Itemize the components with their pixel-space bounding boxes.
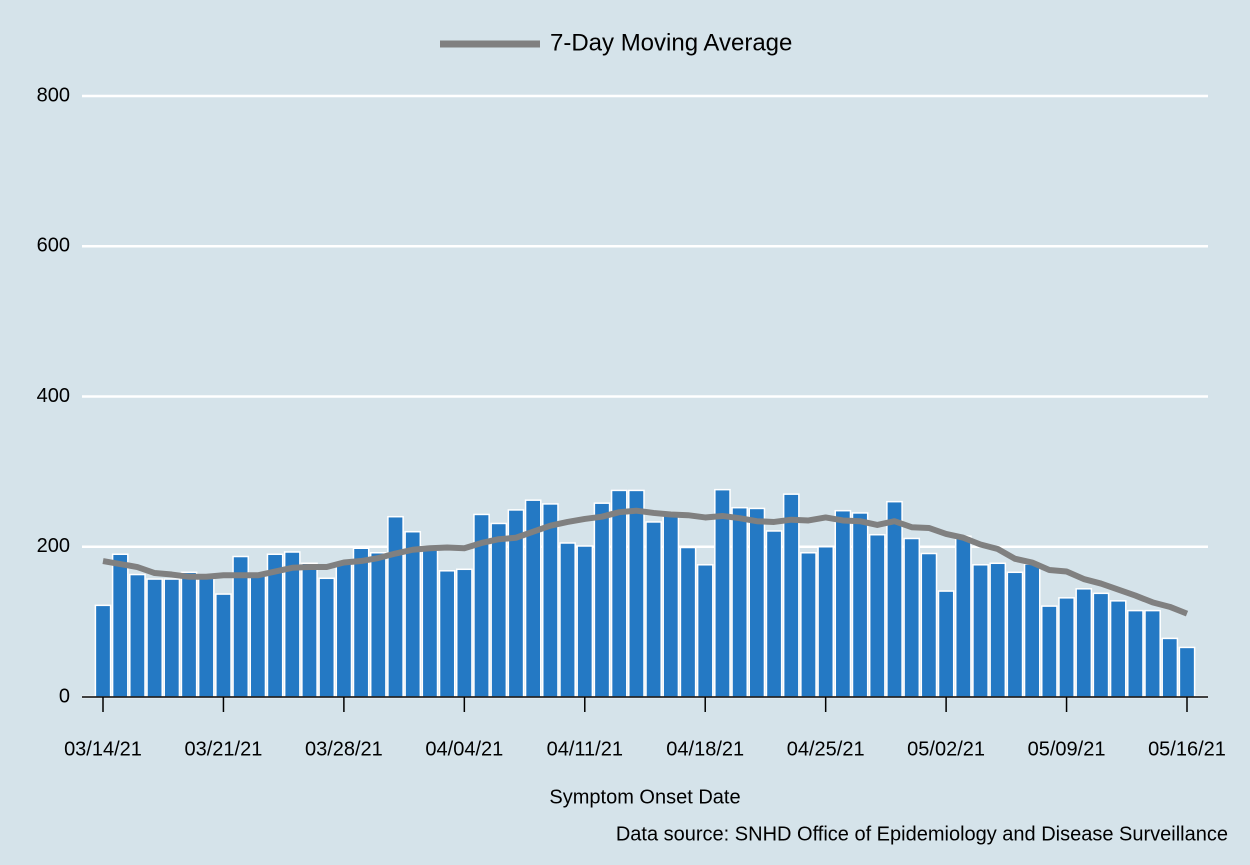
bar bbox=[748, 507, 766, 698]
bar bbox=[1023, 563, 1041, 698]
bar bbox=[197, 577, 215, 698]
bar bbox=[679, 546, 697, 698]
bar bbox=[301, 562, 318, 698]
x-tick-label: 05/02/21 bbox=[907, 738, 985, 760]
bar bbox=[111, 553, 129, 698]
bar bbox=[903, 537, 921, 698]
bar bbox=[989, 562, 1007, 698]
bar bbox=[662, 513, 680, 698]
bar bbox=[163, 578, 181, 698]
bar bbox=[1006, 571, 1024, 698]
bar bbox=[972, 564, 989, 698]
x-tick-label: 04/04/21 bbox=[425, 738, 503, 760]
bar bbox=[249, 574, 267, 698]
bar bbox=[559, 542, 576, 698]
bar bbox=[834, 509, 852, 698]
bar bbox=[1075, 588, 1093, 698]
bar bbox=[318, 577, 336, 698]
bar bbox=[438, 570, 456, 698]
bar bbox=[1109, 600, 1127, 698]
x-tick-label: 04/25/21 bbox=[787, 738, 865, 760]
source-note: Data source: SNHD Office of Epidemiology… bbox=[616, 823, 1228, 845]
bar bbox=[765, 530, 783, 698]
bar bbox=[1161, 637, 1179, 698]
bar bbox=[94, 604, 112, 698]
bar bbox=[1058, 597, 1075, 698]
bar bbox=[610, 489, 628, 698]
bar bbox=[215, 593, 232, 698]
bar bbox=[146, 578, 163, 698]
bar bbox=[1092, 592, 1110, 698]
bar bbox=[490, 522, 508, 698]
x-tick-label: 05/16/21 bbox=[1148, 738, 1226, 760]
bar bbox=[954, 535, 972, 698]
bar bbox=[886, 500, 903, 698]
bar bbox=[369, 552, 387, 698]
bar bbox=[335, 562, 353, 698]
bar bbox=[542, 503, 559, 698]
y-tick-label: 800 bbox=[37, 84, 70, 106]
bar bbox=[455, 568, 473, 698]
bar bbox=[421, 549, 439, 698]
bar bbox=[576, 545, 594, 698]
bar bbox=[851, 512, 869, 698]
bar bbox=[782, 493, 800, 698]
bar bbox=[817, 546, 835, 698]
y-tick-label: 600 bbox=[37, 235, 70, 257]
x-tick-label: 05/09/21 bbox=[1028, 738, 1106, 760]
bar bbox=[628, 489, 645, 698]
y-tick-label: 0 bbox=[59, 685, 70, 707]
bar bbox=[352, 547, 370, 698]
bar bbox=[387, 515, 404, 698]
bar bbox=[593, 502, 611, 698]
x-tick-label: 03/28/21 bbox=[305, 738, 383, 760]
bar bbox=[800, 552, 817, 698]
moving-average-line bbox=[102, 507, 1189, 617]
bar bbox=[404, 530, 422, 698]
legend-label: 7-Day Moving Average bbox=[550, 29, 792, 56]
bar bbox=[1144, 609, 1161, 698]
bar bbox=[937, 590, 955, 698]
x-tick-label: 03/21/21 bbox=[185, 738, 263, 760]
bar bbox=[868, 533, 886, 698]
x-tick-label: 04/11/21 bbox=[547, 738, 623, 760]
bar bbox=[1178, 646, 1196, 698]
bar bbox=[1127, 609, 1144, 698]
bar bbox=[696, 564, 714, 698]
y-tick-label: 200 bbox=[37, 535, 70, 557]
bar bbox=[920, 552, 938, 698]
x-tick-label: 04/18/21 bbox=[666, 738, 744, 760]
bar bbox=[283, 551, 301, 698]
bar bbox=[180, 571, 198, 698]
x-tick-label: 03/14/21 bbox=[64, 738, 142, 760]
x-axis-title: Symptom Onset Date bbox=[549, 786, 740, 808]
bar bbox=[731, 506, 748, 698]
bar bbox=[714, 488, 731, 698]
bar bbox=[129, 573, 146, 698]
y-tick-label: 400 bbox=[37, 385, 70, 407]
bar bbox=[1040, 605, 1058, 698]
bar bbox=[645, 521, 662, 698]
